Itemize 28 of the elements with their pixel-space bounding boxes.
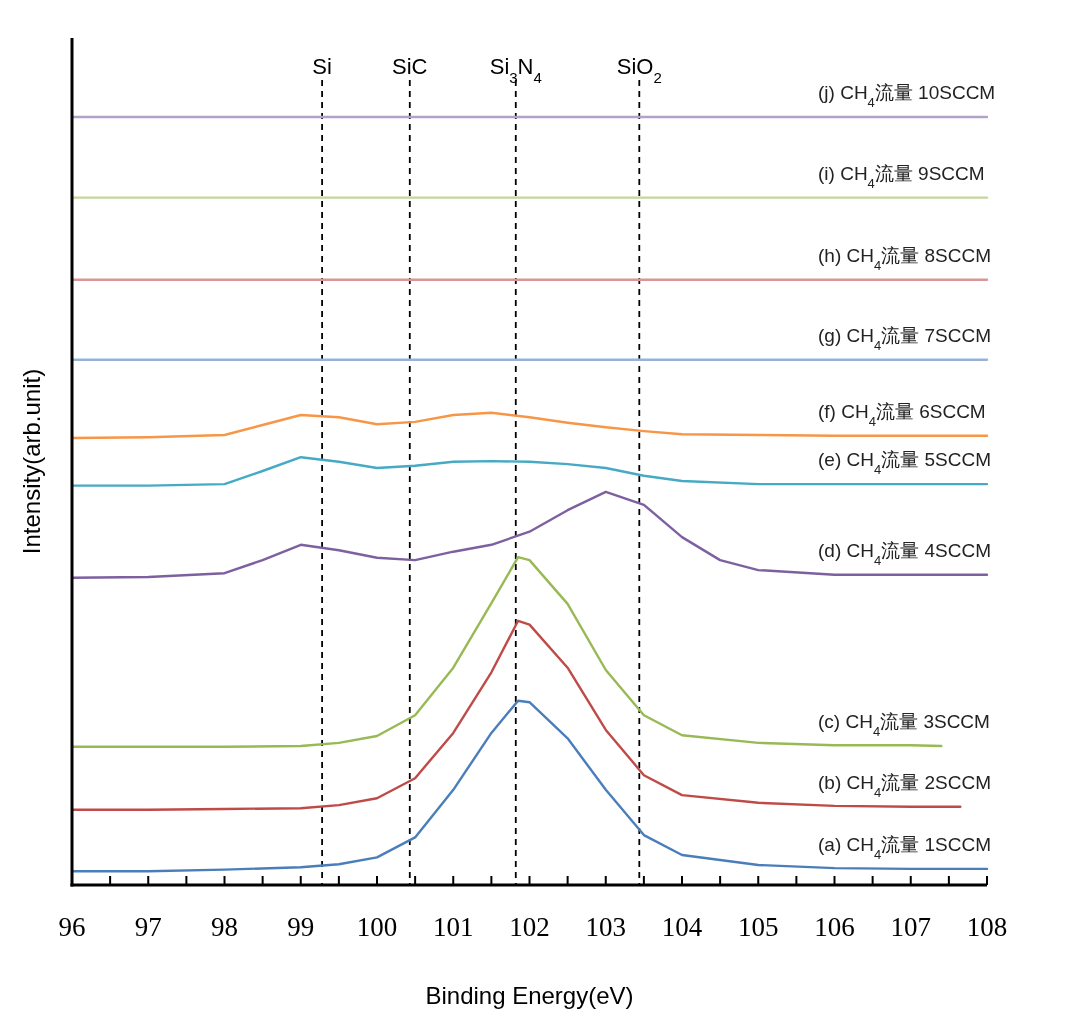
ref-line-label: SiC [392, 54, 428, 79]
series-label: (e) CH$_{4}$流量 5SCCM [818, 449, 991, 477]
series-label: (c) CH$_{4}$流量 3SCCM [818, 710, 990, 739]
x-tick-label: 100 [356, 912, 398, 942]
ref-line-label: SiO$_{2}$ [616, 54, 662, 86]
x-tick-label: 96 [58, 912, 86, 942]
series-label: (a) CH$_{4}$流量 1SCCM [818, 833, 991, 862]
x-tick-label: 98 [211, 912, 238, 942]
x-tick-label: 108 [966, 912, 1008, 942]
x-tick-label: 97 [134, 912, 162, 942]
x-tick-label: 104 [661, 912, 703, 942]
x-tick-label: 106 [814, 912, 855, 942]
x-tick-label: 107 [890, 912, 931, 942]
series-label: (d) CH$_{4}$流量 4SCCM [818, 539, 991, 568]
series-label: (b) CH$_{4}$流量 2SCCM [818, 771, 991, 800]
series-label: (g) CH$_{4}$流量 7SCCM [818, 324, 991, 353]
x-tick-label: 103 [585, 912, 626, 942]
series-label: (i) CH$_{4}$流量 9SCCM [818, 162, 985, 191]
series-label: (j) CH$_{4}$流量 10SCCM [818, 82, 996, 110]
x-axis-title: Binding Energy(eV) [425, 982, 634, 1009]
x-tick-label: 102 [509, 912, 550, 942]
series-label: (h) CH$_{4}$流量 8SCCM [818, 244, 991, 273]
x-tick-label: 105 [738, 912, 779, 942]
series-label: (f) CH$_{4}$流量 6SCCM [818, 400, 986, 429]
x-tick-label: 101 [433, 912, 474, 942]
y-axis-title: Intensity(arb.unit) [18, 368, 45, 555]
ref-line-label: Si [312, 54, 332, 79]
x-tick-label: 99 [287, 912, 315, 942]
